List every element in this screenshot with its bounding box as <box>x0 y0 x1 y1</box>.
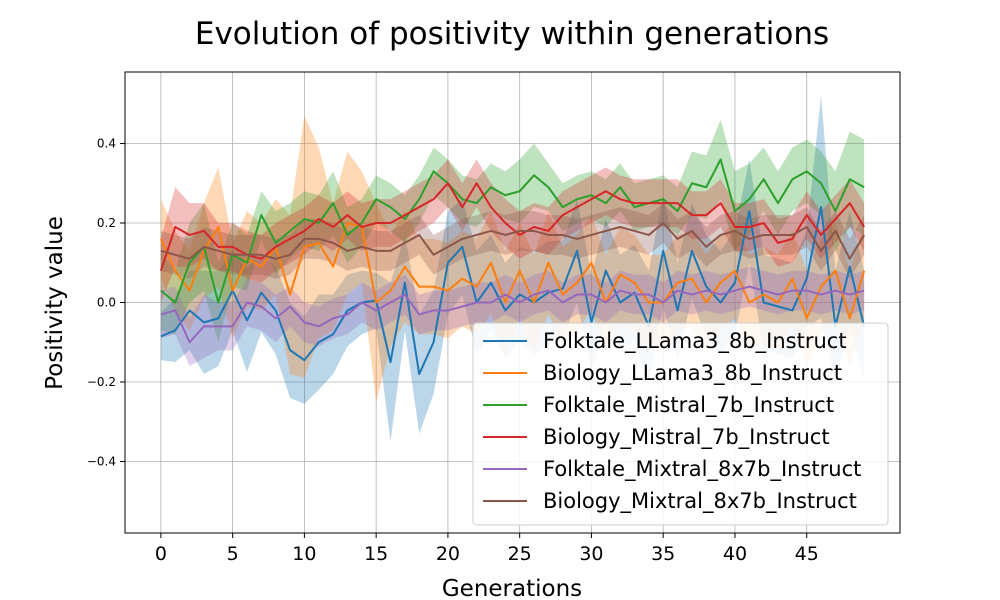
legend-entry: Folktale_Mistral_7b_Instruct <box>543 393 834 418</box>
band-Biology_Mistral_7b_Instruct <box>160 159 865 303</box>
x-tick-label: 5 <box>227 543 239 565</box>
band-Folktale_LLama3_8b_Instruct <box>160 95 865 442</box>
line-Biology_Mixtral_8x7b_Instruct <box>160 222 865 260</box>
y-tick-label: 0.2 <box>97 216 116 230</box>
legend-entry: Biology_Mistral_7b_Instruct <box>543 425 830 450</box>
line-Folktale_Mistral_7b_Instruct <box>160 158 865 304</box>
line-Biology_Mistral_7b_Instruct <box>159 182 865 272</box>
band-Biology_LLama3_8b_Instruct <box>160 115 865 402</box>
y-tick-label: 0.0 <box>97 296 116 310</box>
band-Biology_Mixtral_8x7b_Instruct <box>160 203 865 279</box>
line-Biology_LLama3_8b_Instruct <box>159 222 866 320</box>
x-tick-label: 25 <box>508 543 532 565</box>
x-tick-label: 20 <box>436 543 460 565</box>
legend-entry: Folktale_LLama3_8b_Instruct <box>543 329 847 354</box>
y-axis-ticks: −0.4 −0.2 0.0 0.2 0.4 <box>87 137 125 468</box>
band-Folktale_Mistral_7b_Instruct <box>160 119 865 343</box>
legend-entry: Biology_Mixtral_8x7b_Instruct <box>543 489 857 514</box>
x-tick-label: 45 <box>795 543 819 565</box>
series-lines <box>159 158 866 376</box>
legend-box <box>472 322 889 526</box>
band-Folktale_Mixtral_8x7b_Instruct <box>160 266 865 367</box>
x-tick-label: 15 <box>364 543 388 565</box>
legend: Folktale_LLama3_8b_Instruct Biology_LLama… <box>472 322 889 526</box>
x-tick-label: 30 <box>579 543 603 565</box>
chart-title: Evolution of positivity within generatio… <box>195 16 829 52</box>
y-tick-label: −0.2 <box>87 375 116 389</box>
legend-entry: Folktale_Mixtral_8x7b_Instruct <box>543 457 861 482</box>
x-axis-ticks: 0 5 10 15 20 25 30 35 40 45 <box>155 533 819 565</box>
confidence-bands <box>160 95 865 442</box>
x-tick-label: 35 <box>651 543 675 565</box>
y-tick-label: −0.4 <box>87 454 116 468</box>
x-tick-label: 0 <box>155 543 167 565</box>
x-tick-label: 40 <box>723 543 747 565</box>
x-tick-label: 10 <box>292 543 316 565</box>
y-tick-label: 0.4 <box>97 137 116 151</box>
legend-entry: Biology_LLama3_8b_Instruct <box>543 361 842 386</box>
y-axis-label: Positivity value <box>42 216 68 390</box>
line-Folktale_Mixtral_8x7b_Instruct <box>160 285 865 344</box>
x-axis-label: Generations <box>442 576 582 600</box>
